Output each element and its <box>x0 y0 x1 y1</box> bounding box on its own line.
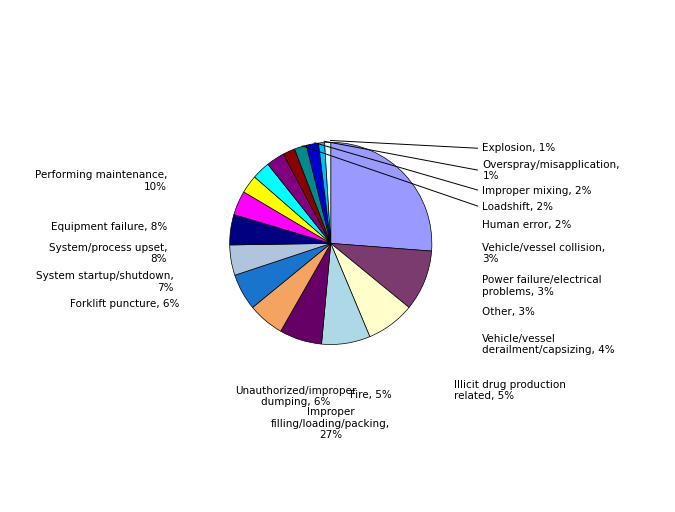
Wedge shape <box>254 164 331 243</box>
Wedge shape <box>321 243 370 345</box>
Wedge shape <box>244 177 331 243</box>
Text: Power failure/electrical
problems, 3%: Power failure/electrical problems, 3% <box>483 275 602 296</box>
Wedge shape <box>230 215 331 245</box>
Text: Human error, 2%: Human error, 2% <box>483 220 572 230</box>
Wedge shape <box>234 192 331 243</box>
Text: Explosion, 1%: Explosion, 1% <box>483 143 556 154</box>
Text: Vehicle/vessel collision,
3%: Vehicle/vessel collision, 3% <box>483 243 605 264</box>
Wedge shape <box>230 243 331 275</box>
Wedge shape <box>331 243 431 307</box>
Wedge shape <box>284 149 331 243</box>
Wedge shape <box>331 243 409 337</box>
Wedge shape <box>331 142 432 251</box>
Text: Fire, 5%: Fire, 5% <box>350 390 392 400</box>
Text: Overspray/misapplication,
1%: Overspray/misapplication, 1% <box>483 160 620 181</box>
Text: Equipment failure, 8%: Equipment failure, 8% <box>51 222 167 232</box>
Wedge shape <box>235 243 331 307</box>
Text: System/process upset,
8%: System/process upset, 8% <box>49 243 167 264</box>
Wedge shape <box>319 142 331 243</box>
Wedge shape <box>306 143 331 243</box>
Text: Forklift puncture, 6%: Forklift puncture, 6% <box>70 299 179 309</box>
Text: Illicit drug production
related, 5%: Illicit drug production related, 5% <box>454 380 566 401</box>
Text: Loadshift, 2%: Loadshift, 2% <box>483 202 554 212</box>
Wedge shape <box>252 243 331 331</box>
Text: System startup/shutdown,
7%: System startup/shutdown, 7% <box>36 271 174 293</box>
Text: Other, 3%: Other, 3% <box>483 307 535 317</box>
Text: Improper mixing, 2%: Improper mixing, 2% <box>483 186 592 196</box>
Text: Performing maintenance,
10%: Performing maintenance, 10% <box>34 170 167 191</box>
Wedge shape <box>268 154 331 243</box>
Wedge shape <box>325 142 331 243</box>
Text: Vehicle/vessel
derailment/capsizing, 4%: Vehicle/vessel derailment/capsizing, 4% <box>483 334 615 355</box>
Text: Unauthorized/improper
dumping, 6%: Unauthorized/improper dumping, 6% <box>235 386 356 407</box>
Text: Improper
filling/loading/packing,
27%: Improper filling/loading/packing, 27% <box>271 407 390 440</box>
Wedge shape <box>281 243 331 344</box>
Wedge shape <box>294 145 331 243</box>
